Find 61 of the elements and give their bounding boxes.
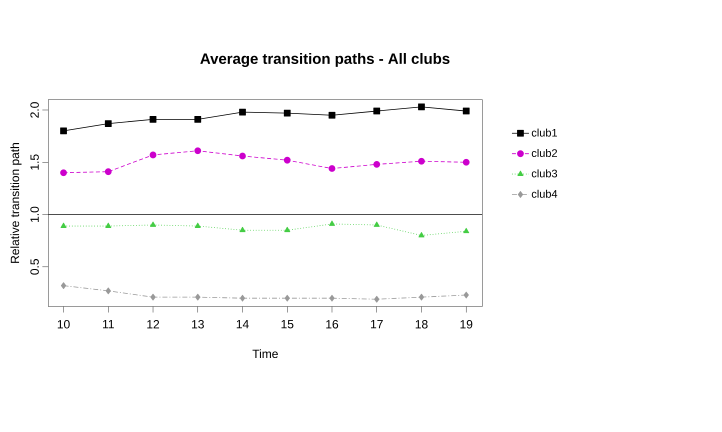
- x-tick-label: 12: [147, 320, 160, 328]
- point: [239, 108, 246, 116]
- point: [104, 168, 112, 176]
- y-tick-label: 2.0: [30, 102, 39, 118]
- x-axis-title: Time: [252, 349, 278, 358]
- point: [150, 152, 156, 158]
- point: [104, 120, 112, 127]
- point: [418, 294, 424, 301]
- point: [373, 160, 380, 168]
- point: [284, 156, 291, 164]
- point: [329, 220, 335, 226]
- point: [374, 296, 380, 303]
- point: [150, 294, 156, 301]
- x-tick-label: 10: [58, 320, 70, 328]
- x-tick-label: 19: [460, 320, 472, 328]
- x-tick-label: 17: [370, 320, 383, 328]
- x-tick-label: 15: [282, 320, 294, 328]
- point: [462, 158, 470, 166]
- point: [284, 226, 290, 232]
- point: [60, 169, 67, 176]
- legend-label: club2: [532, 148, 557, 158]
- point: [462, 108, 470, 114]
- point: [463, 228, 470, 234]
- point: [373, 108, 380, 114]
- point: [60, 282, 66, 290]
- legend-label: club1: [532, 128, 558, 137]
- point: [464, 292, 469, 298]
- point: [328, 165, 336, 172]
- point: [284, 110, 291, 117]
- point: [194, 116, 202, 123]
- point: [239, 152, 246, 160]
- legend-label: club4: [532, 190, 558, 198]
- point: [329, 294, 335, 302]
- point: [150, 116, 156, 123]
- chart-title: Average transition paths - All clubs: [200, 53, 450, 67]
- point: [418, 158, 425, 165]
- point: [374, 222, 380, 227]
- point: [195, 294, 200, 301]
- point: [240, 294, 246, 302]
- point: [418, 232, 424, 238]
- point: [240, 226, 246, 232]
- point: [105, 222, 112, 228]
- y-tick-label: 0.5: [30, 259, 39, 275]
- x-tick-label: 18: [416, 320, 428, 328]
- y-axis-title: Relative transition path: [10, 143, 22, 263]
- point: [328, 112, 336, 119]
- x-tick-label: 11: [102, 320, 114, 328]
- point: [60, 128, 67, 134]
- y-tick-label: 1.5: [30, 154, 39, 170]
- x-tick-label: 13: [192, 320, 204, 328]
- y-tick-label: 1.0: [30, 206, 39, 222]
- point: [106, 287, 111, 294]
- point: [194, 147, 202, 154]
- point: [194, 222, 201, 228]
- x-tick-label: 14: [236, 320, 249, 328]
- x-tick-label: 16: [326, 320, 338, 328]
- point: [418, 103, 425, 110]
- legend-label: club3: [532, 169, 558, 178]
- point: [284, 294, 290, 302]
- point: [60, 222, 67, 228]
- point: [150, 222, 156, 227]
